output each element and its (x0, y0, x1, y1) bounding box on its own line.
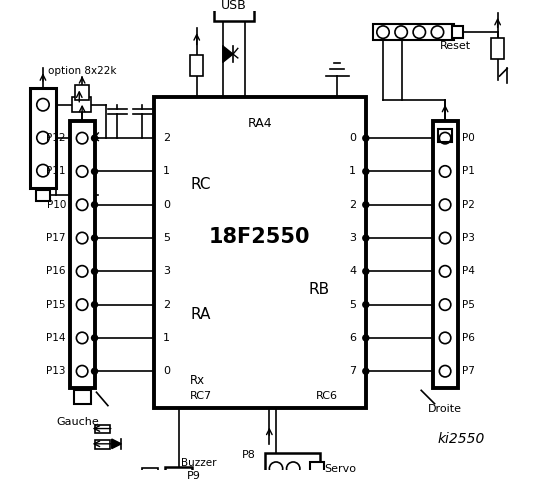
Bar (264, 454, 320, 480)
Text: Reset: Reset (440, 40, 471, 50)
Bar (491, 38, 504, 59)
Text: P14: P14 (46, 333, 66, 343)
Text: P0: P0 (462, 133, 475, 143)
Text: 1: 1 (349, 167, 356, 177)
Text: 3: 3 (163, 266, 170, 276)
Text: P16: P16 (46, 266, 66, 276)
Circle shape (92, 302, 97, 308)
Bar (142, 468, 158, 477)
Text: Servo: Servo (324, 464, 356, 474)
Text: Rx: Rx (190, 374, 205, 387)
Circle shape (92, 368, 97, 374)
Text: 0: 0 (163, 200, 170, 210)
Circle shape (363, 235, 369, 241)
Text: 5: 5 (163, 233, 170, 243)
Text: 0: 0 (349, 133, 356, 143)
Text: ki2550: ki2550 (437, 432, 485, 446)
Bar (70, 121, 95, 388)
Bar (439, 129, 452, 142)
Text: Gauche: Gauche (56, 417, 99, 427)
Text: option 8x22k: option 8x22k (48, 66, 116, 76)
Text: P12: P12 (46, 133, 66, 143)
Text: 0: 0 (163, 366, 170, 376)
Text: 4: 4 (349, 266, 356, 276)
Text: 7: 7 (349, 366, 356, 376)
Circle shape (92, 235, 97, 241)
Text: P17: P17 (46, 233, 66, 243)
Circle shape (363, 202, 369, 208)
Text: 5: 5 (349, 300, 356, 310)
Polygon shape (112, 439, 121, 449)
Bar (432, 121, 457, 388)
Polygon shape (223, 47, 233, 62)
Bar (190, 55, 204, 76)
Text: P3: P3 (462, 233, 475, 243)
Text: USB: USB (221, 0, 247, 12)
Text: RA: RA (190, 307, 211, 322)
Circle shape (92, 135, 97, 141)
Text: 3: 3 (349, 233, 356, 243)
Text: 1: 1 (163, 167, 170, 177)
Bar (214, 0, 254, 21)
Text: P10: P10 (46, 200, 66, 210)
Text: RC7: RC7 (190, 391, 212, 401)
Text: RB: RB (309, 282, 330, 297)
Bar (71, 97, 91, 112)
Text: P13: P13 (46, 366, 66, 376)
Bar (74, 390, 91, 404)
Circle shape (92, 268, 97, 274)
Circle shape (363, 168, 369, 174)
Text: P2: P2 (462, 200, 475, 210)
Circle shape (92, 335, 97, 341)
Circle shape (363, 135, 369, 141)
Bar (154, 97, 366, 408)
Text: RC6: RC6 (316, 391, 338, 401)
Text: 2: 2 (163, 300, 170, 310)
Circle shape (363, 335, 369, 341)
Circle shape (363, 302, 369, 308)
Bar (373, 24, 453, 40)
Circle shape (92, 168, 97, 174)
Text: P1: P1 (462, 167, 475, 177)
Bar (165, 467, 192, 480)
Text: P9: P9 (187, 471, 201, 480)
Text: P5: P5 (462, 300, 475, 310)
Text: Droite: Droite (428, 405, 462, 414)
Polygon shape (85, 138, 95, 144)
Bar (96, 425, 110, 433)
Text: 2: 2 (349, 200, 356, 210)
Text: P15: P15 (46, 300, 66, 310)
Circle shape (363, 268, 369, 274)
Text: Buzzer: Buzzer (180, 458, 216, 468)
Text: 1: 1 (163, 333, 170, 343)
Bar (452, 26, 463, 38)
Text: P6: P6 (462, 333, 475, 343)
Bar (75, 84, 89, 100)
Text: RC: RC (190, 177, 211, 192)
Circle shape (92, 202, 97, 208)
Bar (96, 440, 110, 449)
Text: P11: P11 (46, 167, 66, 177)
Polygon shape (85, 132, 95, 138)
Bar (29, 87, 56, 188)
Text: 2: 2 (163, 133, 170, 143)
Text: P8: P8 (241, 450, 255, 460)
Text: 18F2550: 18F2550 (209, 227, 311, 247)
Bar (310, 462, 324, 475)
Text: RA4: RA4 (248, 117, 272, 131)
Bar (36, 190, 50, 201)
Text: P4: P4 (462, 266, 475, 276)
Text: P7: P7 (462, 366, 475, 376)
Circle shape (363, 368, 369, 374)
Text: 6: 6 (349, 333, 356, 343)
